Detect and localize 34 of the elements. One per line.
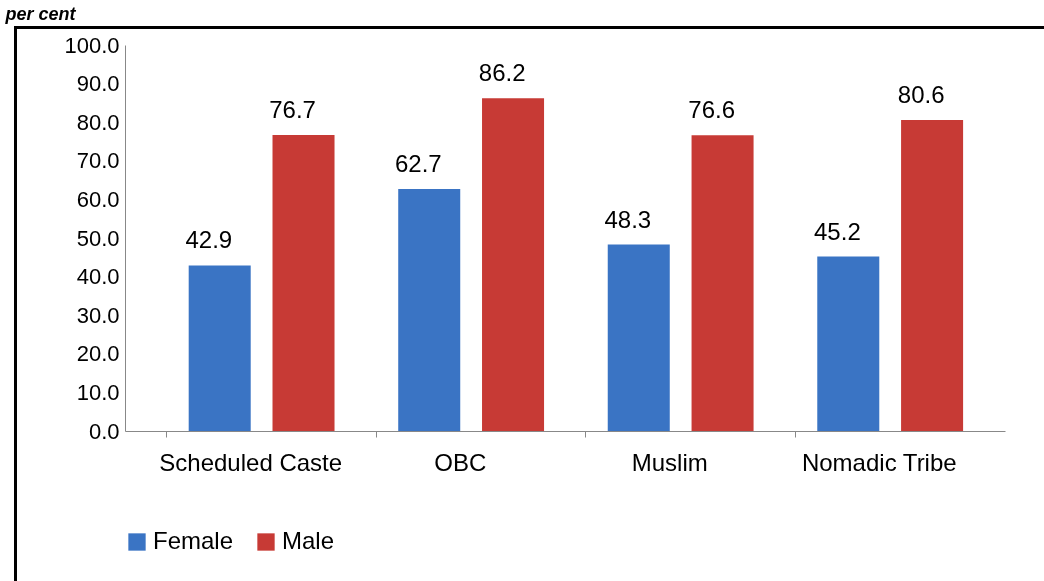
bar xyxy=(398,188,461,431)
y-tick-label: 90.0 xyxy=(76,71,120,97)
data-label: 76.7 xyxy=(269,95,316,123)
y-tick-label: 100.0 xyxy=(64,32,120,58)
y-tick-label: 60.0 xyxy=(76,186,120,212)
x-tick-label: OBC xyxy=(434,448,487,476)
x-tick-label: Nomadic Tribe xyxy=(801,448,957,476)
bar xyxy=(901,119,964,431)
y-tick-label: 70.0 xyxy=(76,148,120,174)
data-label: 62.7 xyxy=(394,149,442,177)
data-label: 42.9 xyxy=(185,226,233,254)
legend-label: Female xyxy=(153,527,234,554)
bar xyxy=(607,244,670,431)
bar xyxy=(272,134,335,431)
bar xyxy=(817,256,880,431)
data-label: 48.3 xyxy=(604,205,652,233)
data-label: 76.6 xyxy=(688,96,736,124)
y-tick-label: 40.0 xyxy=(76,264,120,290)
data-label: 86.2 xyxy=(478,59,526,87)
bar xyxy=(691,135,754,431)
y-tick-label: 10.0 xyxy=(76,379,120,405)
x-tick-label: Scheduled Caste xyxy=(159,448,343,476)
x-tick-label: Muslim xyxy=(631,448,708,476)
y-tick-label: 30.0 xyxy=(76,302,120,328)
y-tick-label: 50.0 xyxy=(76,225,120,251)
data-label: 80.6 xyxy=(897,80,945,108)
y-axis-title: per cent xyxy=(4,3,77,24)
bar xyxy=(482,98,545,431)
y-tick-label: 0.0 xyxy=(88,418,120,444)
bar xyxy=(188,265,251,431)
y-tick-label: 80.0 xyxy=(76,109,120,135)
y-tick-label: 20.0 xyxy=(76,341,120,367)
data-label: 45.2 xyxy=(814,217,861,245)
legend-label: Male xyxy=(282,527,335,554)
